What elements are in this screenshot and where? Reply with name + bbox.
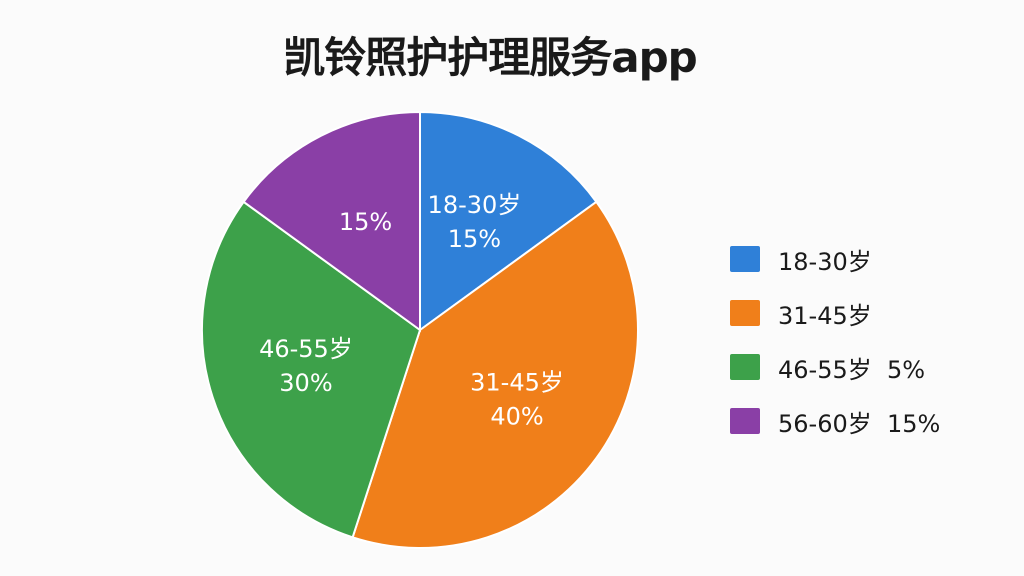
legend-label: 46-55岁 5% [778,355,926,384]
legend-item: 46-55岁 5% [730,340,940,394]
slice-category-label: 18-30岁 [428,191,522,219]
legend-item: 18-30岁 [730,232,940,286]
slice-percent-label: 40% [490,402,543,430]
legend-swatch [730,300,760,326]
legend-item: 31-45岁 [730,286,940,340]
pie-slice-56-60岁 [242,110,421,332]
legend-swatch [730,408,760,434]
slice-category-label: 46-55岁 [259,335,353,363]
pie-slice-18-30岁 [419,110,598,332]
slice-percent-label: 15% [339,208,392,236]
legend-item: 56-60岁 15% [730,394,940,448]
legend-swatch [730,354,760,380]
legend-label: 31-45岁 [778,301,872,330]
legend-label: 18-30岁 [778,247,872,276]
slice-category-label: 31-45岁 [470,368,564,396]
pie-slice-31-45岁 [351,200,639,549]
legend-label: 56-60岁 15% [778,409,941,438]
slice-percent-label: 30% [279,369,332,397]
legend-swatch [730,246,760,272]
slice-percent-label: 15% [448,225,501,253]
pie-slice-46-55岁 [201,200,422,539]
chart-title: 凯铃照护护理服务app [283,33,697,82]
legend: 18-30岁 31-45岁 46-55岁 5% 56-60岁 15% [730,232,940,448]
